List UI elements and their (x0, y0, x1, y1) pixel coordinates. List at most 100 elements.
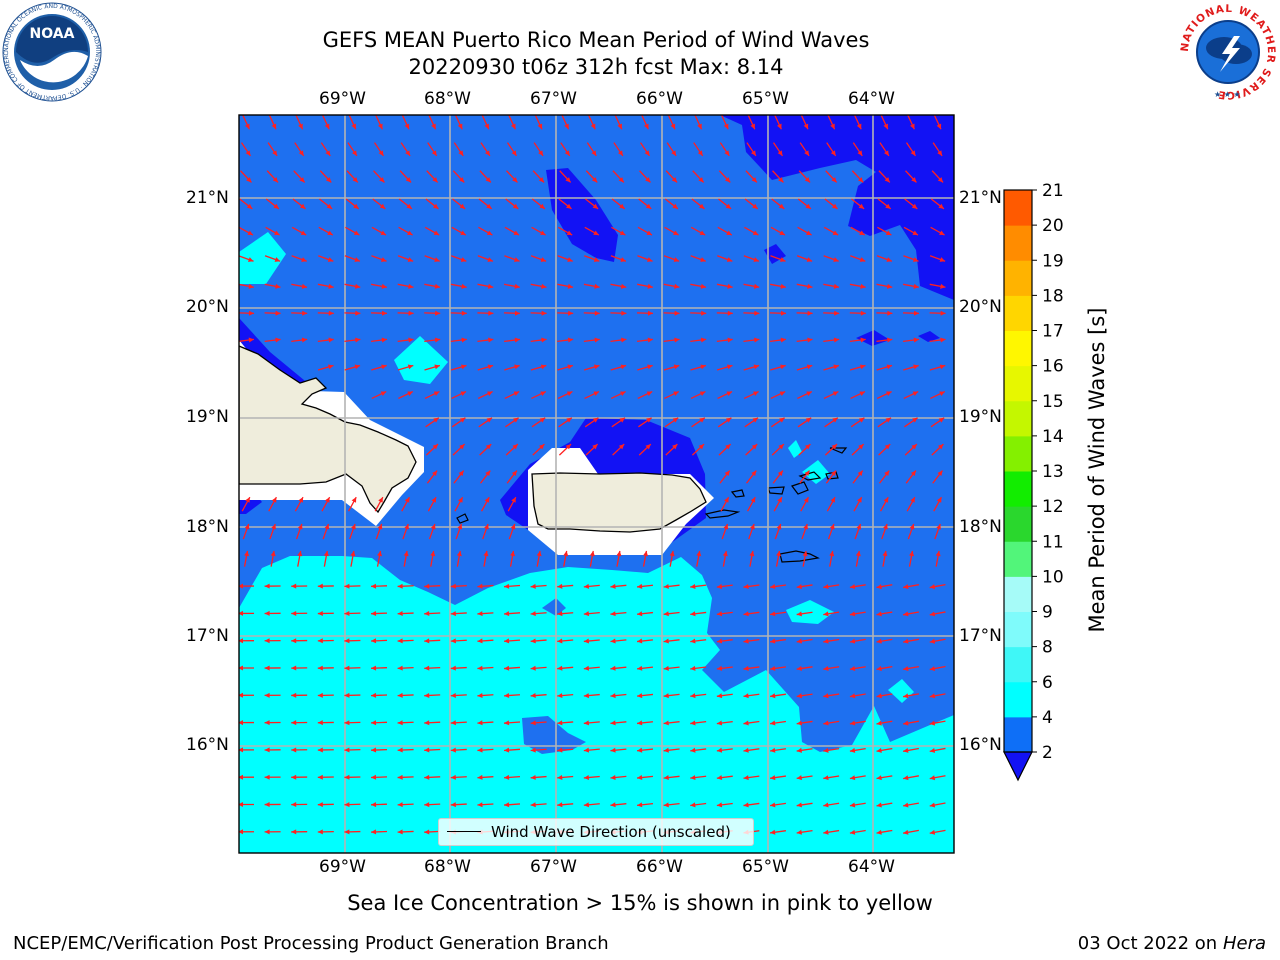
wind-arrow-head (530, 611, 536, 617)
wind-arrow-head (886, 391, 892, 396)
wind-arrow-head (672, 444, 678, 450)
wind-arrow-head (275, 310, 281, 316)
wind-arrow-head (354, 283, 361, 289)
wind-arrow-head (557, 693, 563, 699)
wind-arrow-head (540, 257, 547, 262)
wind-arrow-head (431, 150, 437, 156)
wind-arrow-head (780, 364, 786, 370)
wind-arrow-head (484, 123, 489, 130)
wind-arrow-head (344, 583, 350, 589)
colorbar-segment (1004, 471, 1032, 507)
wind-arrow-head (911, 177, 917, 183)
wind-arrow-head (859, 391, 866, 396)
wind-arrow-head (637, 802, 643, 808)
wind-arrow-head (645, 203, 652, 209)
wind-arrow-head (940, 337, 946, 343)
wind-arrow-head (371, 802, 377, 808)
colorbar-tick-label: 19 (1042, 251, 1064, 271)
wind-arrow-head (459, 177, 465, 183)
wind-arrow-head (700, 283, 707, 289)
wind-arrow-head (860, 310, 866, 316)
wind-arrow-head (433, 203, 439, 209)
wind-arrow-head (823, 611, 829, 617)
colorbar-tick-label: 6 (1042, 673, 1053, 693)
wind-arrow-head (461, 337, 467, 343)
wind-arrow-head (849, 775, 856, 781)
wind-arrow-head (397, 665, 403, 671)
wind-arrow-head (939, 230, 945, 236)
lon-label-top: 68°W (424, 89, 471, 109)
wind-arrow-head (796, 747, 803, 753)
wind-arrow-head (806, 257, 813, 262)
wave-band-6-8 (802, 460, 830, 484)
sea-ice-caption: Sea Ice Concentration > 15% is shown in … (347, 891, 933, 915)
wind-arrow-head (610, 775, 616, 780)
wind-arrow-head (849, 829, 856, 835)
wind-arrow-head (557, 720, 563, 726)
wind-arrow-head (371, 829, 377, 835)
colorbar-tick-label: 14 (1042, 427, 1064, 447)
lat-label-left: 19°N (186, 407, 229, 427)
wind-arrow-head (291, 802, 297, 808)
colorbar-tick-label: 17 (1042, 322, 1064, 342)
wind-arrow-head (663, 665, 669, 671)
wind-arrow-head (935, 550, 941, 557)
wind-arrow-head (397, 583, 403, 589)
wind-arrow-head (291, 610, 297, 616)
wind-arrow-head (354, 257, 360, 262)
wind-arrow-head (239, 692, 244, 698)
wind-arrow-head (910, 123, 915, 130)
wind-arrow-head (882, 550, 888, 557)
wind-arrow-head (849, 638, 856, 644)
wind-arrow-head (911, 444, 917, 450)
wind-arrow-head (647, 310, 653, 316)
colorbar-segment (1004, 365, 1032, 402)
wind-arrow-head (860, 337, 866, 343)
wind-arrow-head (352, 150, 357, 156)
map-frame (238, 114, 955, 854)
wind-arrow-head (751, 444, 758, 450)
wind-arrow-head (779, 391, 786, 396)
wind-arrow-head (858, 177, 864, 183)
wind-arrow-head (910, 150, 916, 156)
wind-arrow-head (804, 177, 811, 183)
wind-arrow-head (483, 550, 489, 557)
wind-arrow-head (403, 550, 409, 557)
wind-arrow-head (723, 123, 729, 130)
wind-arrow-head (876, 829, 882, 835)
wind-arrow-head (834, 310, 840, 316)
wind-arrow-head (299, 177, 305, 183)
wind-arrow-head (486, 230, 493, 236)
wind-arrow-head (245, 123, 250, 130)
wind-arrow-head (593, 230, 599, 236)
wind-arrow-head (699, 203, 705, 209)
wind-arrow-head (593, 257, 600, 262)
wind-arrow-head (352, 177, 358, 183)
wind-arrow-head (301, 257, 307, 262)
wind-arrow-head (643, 550, 649, 557)
wind-arrow-head (371, 665, 377, 671)
wind-arrow-head (806, 230, 812, 236)
wind-arrow-head (832, 391, 839, 396)
colorbar-tick-label: 8 (1042, 638, 1053, 658)
wind-arrow-head (726, 257, 733, 262)
wind-arrow-head (903, 775, 909, 781)
wind-arrow-head (270, 550, 276, 557)
wind-arrow-head (297, 550, 303, 557)
wind-arrow-head (301, 283, 308, 289)
wind-arrow-head (513, 417, 519, 423)
wind-arrow-head (803, 497, 809, 503)
wind-arrow-head (424, 774, 430, 780)
wind-arrow-head (884, 177, 890, 183)
wind-arrow-head (849, 802, 856, 808)
wind-arrow-head (620, 391, 626, 396)
wind-arrow-head (805, 203, 811, 209)
wind-arrow-head (778, 444, 784, 450)
wind-arrow-head (936, 497, 942, 503)
wind-arrow-head (485, 177, 491, 183)
wave-band-6-8 (394, 336, 448, 384)
wind-arrow-head (456, 550, 462, 557)
wind-arrow-head (264, 802, 270, 808)
wind-arrow-head (697, 123, 702, 130)
wind-arrow-head (513, 257, 520, 262)
